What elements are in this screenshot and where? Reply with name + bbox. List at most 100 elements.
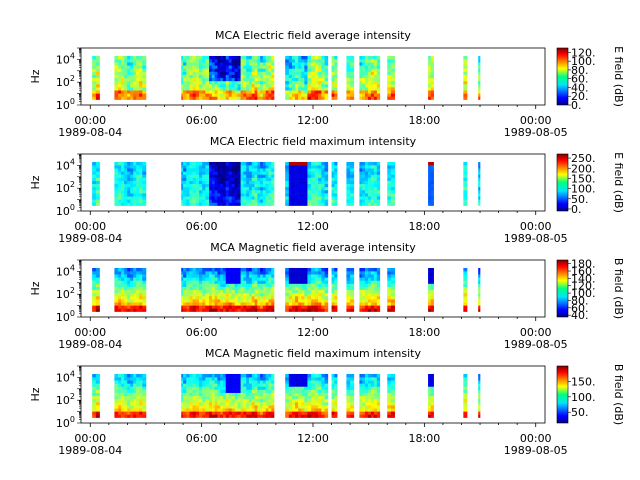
spectrogram-cell	[298, 383, 302, 387]
spectrogram-cell	[124, 305, 128, 309]
spectrogram-cell	[359, 55, 363, 60]
spectrogram-cell	[260, 398, 264, 403]
spectrogram-cell	[121, 280, 125, 284]
spectrogram-cell	[265, 405, 269, 409]
spectrogram-cell	[288, 180, 293, 185]
spectrogram-cell	[359, 305, 363, 309]
spectrogram-cell	[314, 68, 319, 72]
spectrogram-cell	[373, 305, 378, 309]
spectrogram-cell	[350, 274, 355, 278]
spectrogram-cell	[285, 277, 290, 281]
spectrogram-cell	[95, 401, 100, 406]
spectrogram-cell	[463, 71, 468, 75]
spectrogram-cell	[246, 171, 250, 175]
spectrogram-cell	[387, 199, 392, 203]
spectrogram-cell	[222, 383, 227, 387]
spectrogram-cell	[373, 68, 378, 72]
spectrogram-cell	[304, 271, 308, 275]
spectrogram-cell	[95, 308, 100, 312]
spectrogram-cell	[463, 87, 468, 91]
spectrogram-cell	[334, 414, 338, 418]
spectrogram-cell	[350, 93, 355, 97]
spectrogram-cell	[324, 183, 329, 188]
spectrogram-cell	[373, 199, 378, 203]
spectrogram-cell	[192, 87, 197, 91]
spectrogram-cell	[298, 165, 302, 169]
spectrogram-cell	[209, 305, 213, 309]
spectrogram-cell	[205, 286, 210, 291]
spectrogram-cell	[268, 392, 272, 397]
spectrogram-cell	[192, 295, 197, 300]
spectrogram-cell	[307, 414, 312, 418]
spectrogram-cell	[346, 308, 351, 312]
spectrogram-cell	[295, 196, 299, 200]
spectrogram-cell	[298, 74, 302, 79]
spectrogram-cell	[364, 286, 369, 291]
spectrogram-cell	[130, 177, 134, 181]
spectrogram-cell	[478, 395, 481, 400]
spectrogram-cell	[346, 90, 351, 94]
spectrogram-cell	[243, 87, 247, 91]
spectrogram-cell	[240, 392, 244, 397]
spectrogram-cell	[370, 377, 375, 381]
spectrogram-cell	[195, 395, 200, 400]
spectrogram-cell	[189, 74, 193, 79]
spectrogram-cell	[463, 62, 468, 66]
spectrogram-cell	[298, 401, 302, 406]
spectrogram-cell	[359, 196, 363, 200]
y-axis-label: Hz	[29, 387, 42, 401]
spectrogram-cell	[243, 83, 247, 88]
spectrogram-cell	[262, 62, 266, 66]
spectrogram-cell	[192, 96, 197, 100]
spectrogram-cell	[181, 193, 184, 197]
spectrogram-cell	[291, 395, 296, 400]
spectrogram-cells	[92, 373, 481, 418]
spectrogram-cell	[324, 295, 329, 300]
spectrogram-cell	[268, 174, 272, 178]
spectrogram-cell	[95, 74, 100, 79]
spectrogram-cell	[291, 386, 296, 390]
spectrogram-cell	[304, 180, 308, 185]
spectrogram-cell	[304, 398, 308, 403]
spectrogram-cell	[390, 392, 395, 397]
spectrogram-cell	[314, 299, 319, 303]
spectrogram-cell	[243, 289, 247, 294]
spectrogram-cell	[478, 183, 481, 188]
spectrogram-cell	[268, 302, 272, 306]
spectrogram-cell	[139, 55, 143, 60]
spectrogram-cell	[288, 199, 293, 203]
spectrogram-cell	[291, 93, 296, 97]
spectrogram-cell	[350, 83, 355, 88]
spectrogram-cell	[142, 289, 147, 294]
spectrogram-cell	[240, 80, 244, 85]
spectrogram-cell	[254, 386, 258, 390]
spectrogram-cell	[217, 395, 221, 400]
spectrogram-cell	[387, 186, 392, 191]
spectrogram-cell	[257, 161, 261, 166]
spectrogram-cell	[321, 93, 325, 97]
spectrogram-cell	[211, 87, 215, 91]
spectrogram-cell	[217, 96, 221, 100]
spectrogram-cell	[130, 168, 134, 172]
spectrogram-cell	[295, 189, 299, 194]
spectrogram-cell	[254, 189, 258, 194]
spectrogram-cell	[390, 65, 395, 69]
spectrogram-cell	[298, 71, 302, 75]
spectrogram-cell	[430, 168, 434, 172]
spectrogram-cell	[183, 71, 187, 75]
spectrogram-cell	[295, 373, 299, 378]
spectrogram-cell	[228, 405, 233, 409]
spectrogram-cell	[321, 96, 325, 100]
spectrogram-cell	[198, 74, 203, 79]
spectrogram-cell	[376, 305, 381, 309]
spectrogram-cell	[198, 171, 203, 175]
spectrogram-cell	[463, 414, 468, 418]
spectrogram-cell	[307, 186, 312, 191]
spectrogram-cell	[318, 199, 322, 203]
spectrogram-cell	[124, 380, 128, 384]
spectrogram-cell	[246, 395, 250, 400]
spectrogram-cell	[240, 389, 244, 393]
spectrogram-cell	[364, 289, 369, 294]
spectrogram-cell	[228, 65, 233, 69]
spectrogram-cell	[130, 55, 134, 60]
